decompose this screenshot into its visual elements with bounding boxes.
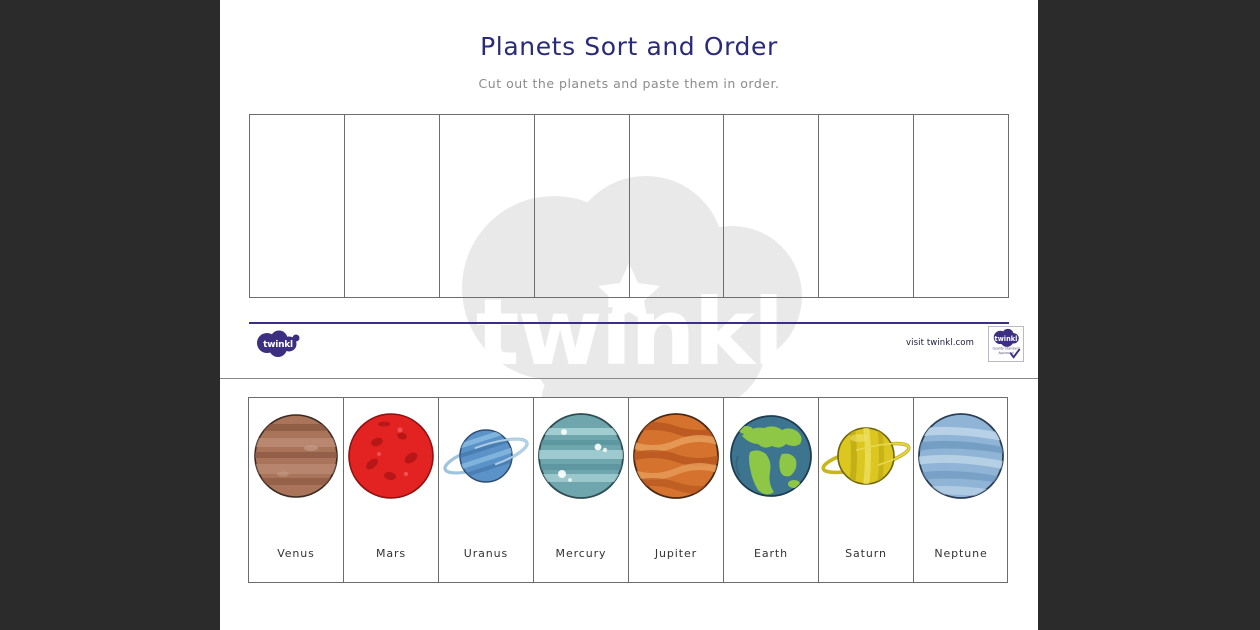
answer-cell[interactable] — [440, 115, 535, 297]
planet-label: Mercury — [555, 547, 607, 560]
svg-text:Approved: Approved — [998, 351, 1013, 355]
answer-cell[interactable] — [819, 115, 915, 297]
worksheet-page: twinkl Planets Sort and Order Cut out th… — [220, 0, 1038, 630]
planet-card[interactable]: Venus — [249, 398, 344, 582]
planet-card[interactable]: Mercury — [534, 398, 629, 582]
planet-card[interactable]: Neptune — [914, 398, 1008, 582]
visit-link[interactable]: visit twinkl.com — [906, 338, 974, 348]
answer-cell[interactable] — [630, 115, 725, 297]
planet-card[interactable]: Jupiter — [629, 398, 724, 582]
planet-ringed-blue-icon — [439, 406, 533, 510]
quality-standard-badge: twinkl Quality Standard Approved — [988, 326, 1024, 362]
answer-cell[interactable] — [914, 115, 1008, 297]
planet-label: Jupiter — [654, 547, 698, 560]
twinkl-logo[interactable]: twinkl — [250, 330, 306, 358]
answer-cell[interactable] — [250, 115, 345, 297]
answer-grid — [249, 114, 1009, 298]
planet-label: Venus — [277, 547, 315, 560]
answer-cell[interactable] — [535, 115, 630, 297]
planet-label: Saturn — [845, 547, 887, 560]
planet-earth-icon — [724, 406, 818, 510]
planet-cards-grid: Venus — [248, 397, 1008, 583]
footer-divider — [249, 322, 1009, 324]
planet-label: Mars — [375, 547, 407, 560]
svg-text:twinkl: twinkl — [263, 340, 293, 350]
answer-cell[interactable] — [345, 115, 440, 297]
planet-card[interactable]: Mars — [344, 398, 439, 582]
planet-banded-teal-icon — [534, 406, 628, 510]
planet-label: Uranus — [463, 547, 509, 560]
planet-card[interactable]: Uranus — [439, 398, 534, 582]
planet-label: Neptune — [934, 547, 988, 560]
planet-cratered-red-icon — [344, 406, 438, 510]
planet-label: Earth — [754, 547, 788, 560]
planet-ringed-yellow-icon — [819, 406, 913, 510]
planet-banded-orange-icon — [629, 406, 723, 510]
worksheet-top-section: Planets Sort and Order Cut out the plane… — [220, 0, 1038, 378]
planet-banded-brown-icon — [249, 406, 343, 510]
planet-banded-lightblue-icon — [914, 406, 1008, 510]
page-subtitle: Cut out the planets and paste them in or… — [478, 76, 780, 91]
svg-text:Quality Standard: Quality Standard — [992, 347, 1019, 351]
planet-card[interactable]: Earth — [724, 398, 819, 582]
answer-cell[interactable] — [724, 115, 820, 297]
page-title: Planets Sort and Order — [480, 32, 778, 61]
planet-card[interactable]: Saturn — [819, 398, 914, 582]
svg-text:twinkl: twinkl — [995, 335, 1018, 343]
page-break-divider — [220, 378, 1038, 379]
